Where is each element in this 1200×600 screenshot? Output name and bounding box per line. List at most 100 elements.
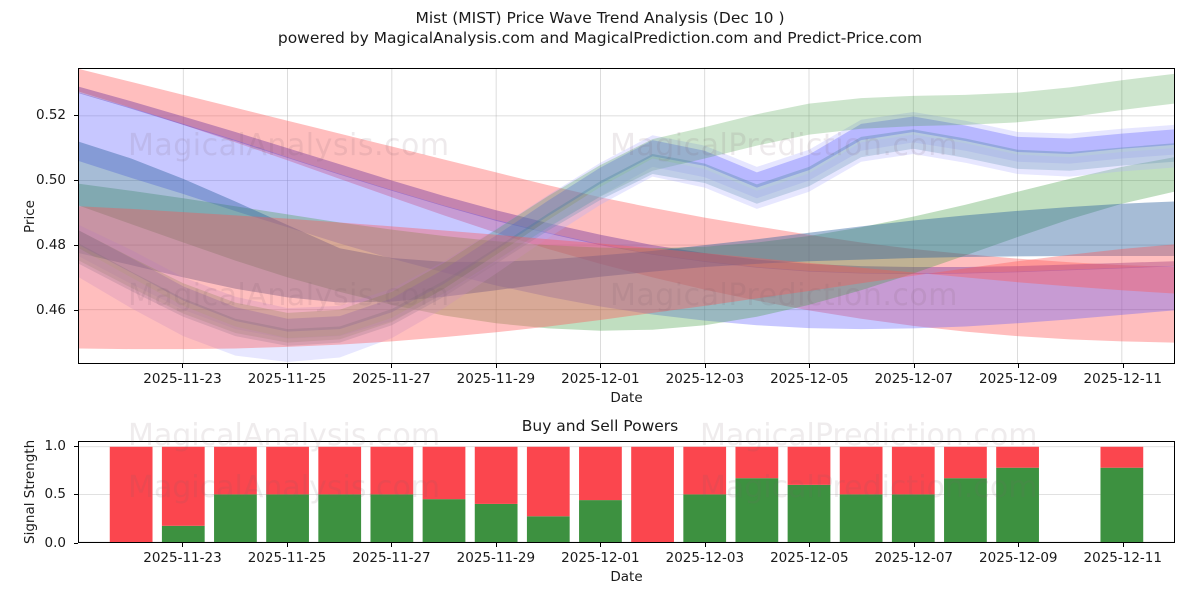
bar-segment-buy — [579, 500, 622, 542]
bar-x-tick-label: 2025-12-05 — [770, 550, 849, 566]
bar-y-tick-label: 1.0 — [44, 437, 66, 454]
bar-x-tick-label: 2025-12-01 — [561, 550, 640, 566]
chart-title-block: Mist (MIST) Price Wave Trend Analysis (D… — [0, 8, 1200, 48]
bar-x-tick-label: 2025-12-07 — [874, 550, 954, 566]
main-x-tick-label: 2025-12-03 — [665, 371, 745, 387]
price-wave-bands — [79, 69, 1174, 363]
bar-segment-buy — [787, 484, 831, 542]
main-y-tickmark — [74, 115, 78, 117]
bar-segment-sell — [839, 446, 883, 495]
bar-segment-sell — [214, 446, 257, 495]
bar-segment-sell — [266, 446, 309, 495]
bar-y-axis-label: Signal Strength — [22, 439, 38, 544]
band-green-broad-band — [79, 157, 1174, 331]
bar-y-tickmark — [74, 543, 78, 544]
main-x-tick-label: 2025-11-23 — [143, 371, 222, 387]
bar-segment-sell — [370, 446, 414, 495]
bar-segment-sell — [1100, 446, 1144, 468]
bar-x-tick-label: 2025-11-23 — [143, 550, 222, 566]
main-x-tick-label: 2025-12-09 — [979, 371, 1058, 387]
bar-segment-sell — [683, 446, 727, 495]
bar-segment-sell — [787, 446, 831, 485]
band-light-blue-wave-upper — [79, 111, 1174, 339]
bar-x-tickmark — [600, 543, 602, 547]
bar-segment-sell — [422, 446, 466, 500]
bar-segment-sell — [996, 446, 1039, 468]
bar-y-tick-label: 0.0 — [44, 535, 66, 551]
main-x-tickmark — [495, 364, 497, 368]
bar-x-tickmark — [913, 543, 915, 547]
bar-x-axis-label: Date — [610, 569, 643, 585]
bar-segment-sell — [944, 446, 987, 479]
bar-segment-buy — [839, 494, 883, 542]
main-x-tickmark — [913, 364, 915, 368]
bar-y-tick-label: 0.5 — [44, 486, 66, 503]
band-teal-wave-lower — [79, 129, 1174, 346]
bar-x-tick-label: 2025-11-27 — [352, 550, 431, 566]
bar-segment-buy — [891, 494, 935, 542]
bar-x-tickmark — [286, 543, 288, 547]
bar-segment-sell — [735, 446, 779, 479]
band-green-wave-rising — [79, 73, 1174, 343]
band-steel-blue-uptrend — [79, 141, 1174, 303]
bar-x-tickmark — [1018, 543, 1020, 547]
main-x-tick-label: 2025-12-11 — [1083, 371, 1162, 387]
bar-segment-buy — [214, 494, 257, 542]
bar-segment-buy — [318, 494, 362, 542]
main-y-tickmark — [74, 310, 78, 312]
buy-sell-bars — [79, 446, 1174, 542]
main-x-tickmark — [809, 364, 811, 368]
bar-segment-sell — [631, 446, 674, 542]
band-red-rising-lower — [79, 206, 1174, 350]
main-x-tickmark — [1122, 364, 1124, 368]
bar-segment-buy — [735, 478, 779, 542]
bar-x-tick-label: 2025-12-11 — [1083, 550, 1162, 566]
main-x-tick-label: 2025-11-25 — [247, 371, 327, 387]
bar-segment-buy — [266, 494, 309, 542]
bar-segment-sell — [891, 446, 935, 495]
bar-x-tickmark — [704, 543, 706, 547]
band-red-outer-downtrend — [79, 69, 1174, 343]
main-x-tickmark — [182, 364, 184, 368]
main-y-axis-label: Price — [22, 199, 38, 233]
bar-x-tickmark — [809, 543, 811, 547]
main-y-tick-label: 0.48 — [35, 237, 66, 254]
main-x-tickmark — [600, 364, 602, 368]
main-x-tickmark — [1018, 364, 1020, 368]
bar-segment-buy — [474, 503, 518, 542]
main-x-tick-label: 2025-12-01 — [561, 371, 640, 387]
main-x-tickmark — [704, 364, 706, 368]
bar-segment-sell — [579, 446, 622, 501]
bar-x-tickmark — [391, 543, 393, 547]
bar-segment-sell — [474, 446, 518, 504]
bar-y-tickmark — [74, 445, 78, 447]
main-y-tick-label: 0.50 — [35, 172, 66, 189]
bar-x-tick-label: 2025-11-29 — [456, 550, 536, 566]
price-wave-plot-area — [78, 68, 1175, 364]
main-x-tick-label: 2025-12-07 — [874, 371, 954, 387]
bar-segment-sell — [109, 446, 153, 542]
buy-sell-powers-plot-area — [78, 441, 1175, 543]
bar-x-tickmark — [182, 543, 184, 547]
bar-segment-buy — [422, 499, 466, 542]
bar-segment-buy — [683, 494, 727, 542]
page-subtitle: powered by MagicalAnalysis.com and Magic… — [277, 29, 923, 47]
main-x-tick-label: 2025-11-29 — [456, 371, 536, 387]
bar-x-tick-label: 2025-12-09 — [979, 550, 1058, 566]
main-y-tick-label: 0.52 — [35, 107, 66, 124]
bar-x-tick-label: 2025-12-03 — [665, 550, 745, 566]
main-x-axis-label: Date — [610, 390, 643, 406]
band-pale-lavender-wave — [79, 134, 1174, 363]
main-y-tick-label: 0.46 — [35, 302, 66, 319]
band-blue-wave-mid — [79, 116, 1174, 332]
bar-segment-buy — [1100, 467, 1144, 542]
bar-segment-buy — [370, 494, 414, 542]
main-x-tickmark — [391, 364, 393, 368]
main-y-tickmark — [74, 245, 78, 247]
band-blue-broad-downtrend — [79, 92, 1174, 330]
bar-x-tickmark — [495, 543, 497, 547]
bar-segment-sell — [161, 446, 205, 526]
main-x-tick-label: 2025-11-27 — [352, 371, 431, 387]
main-x-tickmark — [286, 364, 288, 368]
bar-segment-buy — [996, 467, 1039, 542]
